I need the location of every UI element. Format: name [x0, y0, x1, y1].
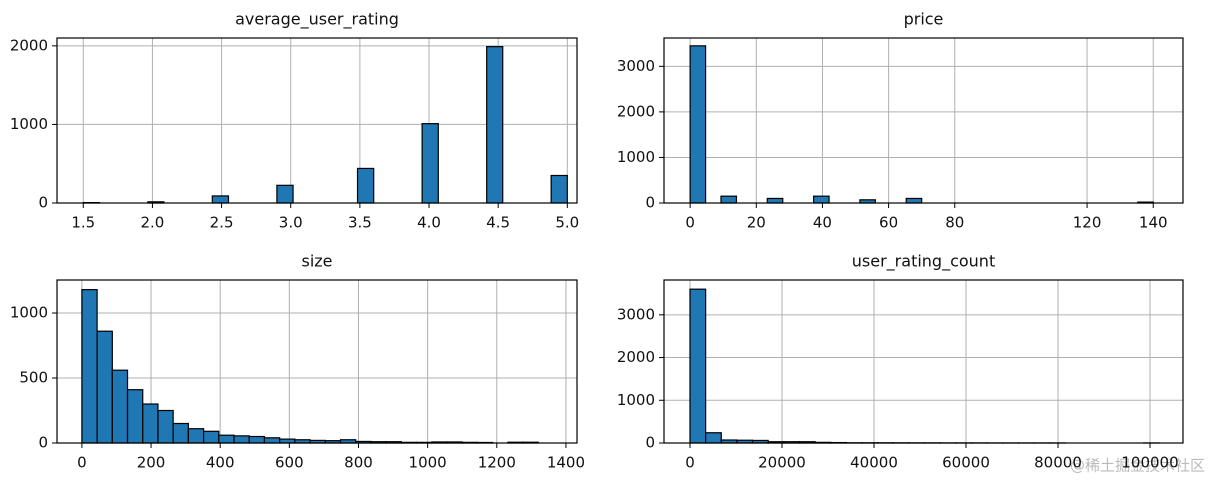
x-tick-label: 40	[813, 214, 832, 232]
axes-frame	[663, 37, 1184, 204]
subplot-title: size	[301, 252, 332, 271]
x-tick-label: 60	[879, 214, 898, 232]
bar	[211, 195, 230, 204]
y-tick-label: 2000	[617, 348, 655, 366]
x-tick-label: 600	[275, 454, 304, 472]
x-tick-label: 3.0	[279, 214, 303, 232]
bar	[202, 430, 220, 444]
x-tick-label: 20000	[758, 454, 806, 472]
subplot: average_user_rating 1.5 2.0 2.5 3.0 3.5 4.0 4.5…	[10, 10, 579, 232]
subplot-title: user_rating_count	[852, 252, 995, 272]
x-tick-label: 4.5	[486, 214, 510, 232]
bar	[218, 434, 235, 444]
bar	[421, 123, 439, 204]
y-tick-label: 0	[38, 194, 48, 212]
bar	[356, 167, 375, 204]
subplot: size 0 200 400 600 800 1000 1200 1400 0 500 1000	[10, 252, 585, 472]
x-tick-label: 0	[685, 454, 695, 472]
axes-frame	[56, 279, 578, 444]
subplot-title: price	[904, 10, 944, 29]
y-tick-label: 0	[645, 194, 655, 212]
subplot-title: average_user_rating	[235, 10, 399, 30]
axes-frame	[663, 279, 1184, 444]
x-tick-label: 0	[77, 454, 87, 472]
bar	[905, 197, 923, 204]
x-tick-label: 80	[945, 214, 964, 232]
y-tick-label: 2000	[617, 102, 655, 120]
bar	[766, 197, 784, 204]
watermark: @稀土掘金技术社区	[1070, 457, 1205, 475]
y-tick-label: 1000	[10, 115, 48, 133]
x-tick-label: 0	[685, 214, 695, 232]
bar	[157, 409, 174, 444]
y-tick-label: 0	[38, 434, 48, 452]
bar	[172, 422, 189, 444]
y-tick-label: 0	[645, 434, 655, 452]
y-tick-label: 500	[19, 369, 48, 387]
bar	[96, 330, 113, 444]
bar	[486, 46, 504, 204]
x-tick-label: 60000	[942, 454, 990, 472]
x-tick-label: 120	[1073, 214, 1102, 232]
bar	[550, 174, 568, 204]
y-tick-label: 3000	[617, 305, 655, 323]
x-tick-label: 400	[206, 454, 235, 472]
y-tick-label: 1000	[10, 304, 48, 322]
bar	[720, 195, 738, 204]
bar	[813, 195, 830, 204]
x-tick-label: 3.5	[348, 214, 372, 232]
x-tick-label: 100000	[1121, 454, 1178, 472]
axes-frame	[56, 37, 578, 204]
bar	[705, 432, 722, 444]
x-tick-label: 200	[137, 454, 166, 472]
x-tick-label: 5.0	[555, 214, 579, 232]
y-tick-label: 1000	[617, 148, 655, 166]
y-tick-label: 2000	[10, 36, 48, 54]
x-tick-label: 2.0	[140, 214, 164, 232]
x-tick-label: 140	[1139, 214, 1168, 232]
x-tick-label: 800	[344, 454, 373, 472]
bar	[276, 184, 294, 204]
x-tick-label: 1.5	[71, 214, 95, 232]
x-tick-label: 4.0	[417, 214, 441, 232]
x-tick-label: 80000	[1034, 454, 1082, 472]
bar	[126, 389, 144, 444]
x-tick-label: 1200	[478, 454, 516, 472]
bar	[248, 435, 266, 444]
bar	[233, 435, 250, 444]
y-tick-label: 3000	[617, 57, 655, 75]
bar	[689, 288, 707, 444]
bar	[263, 437, 281, 444]
bar	[689, 45, 707, 204]
x-tick-label: 2.5	[210, 214, 234, 232]
y-tick-label: 1000	[617, 391, 655, 409]
bar	[142, 403, 159, 444]
bar	[111, 369, 129, 444]
x-tick-label: 1000	[409, 454, 447, 472]
bar	[187, 428, 205, 444]
x-tick-label: 40000	[850, 454, 898, 472]
subplot: price 0 20 40 60 80 120 140 0 1000 2000 3000	[617, 10, 1184, 232]
x-tick-label: 1400	[547, 454, 585, 472]
bar	[81, 289, 98, 444]
x-tick-label: 20	[747, 214, 766, 232]
